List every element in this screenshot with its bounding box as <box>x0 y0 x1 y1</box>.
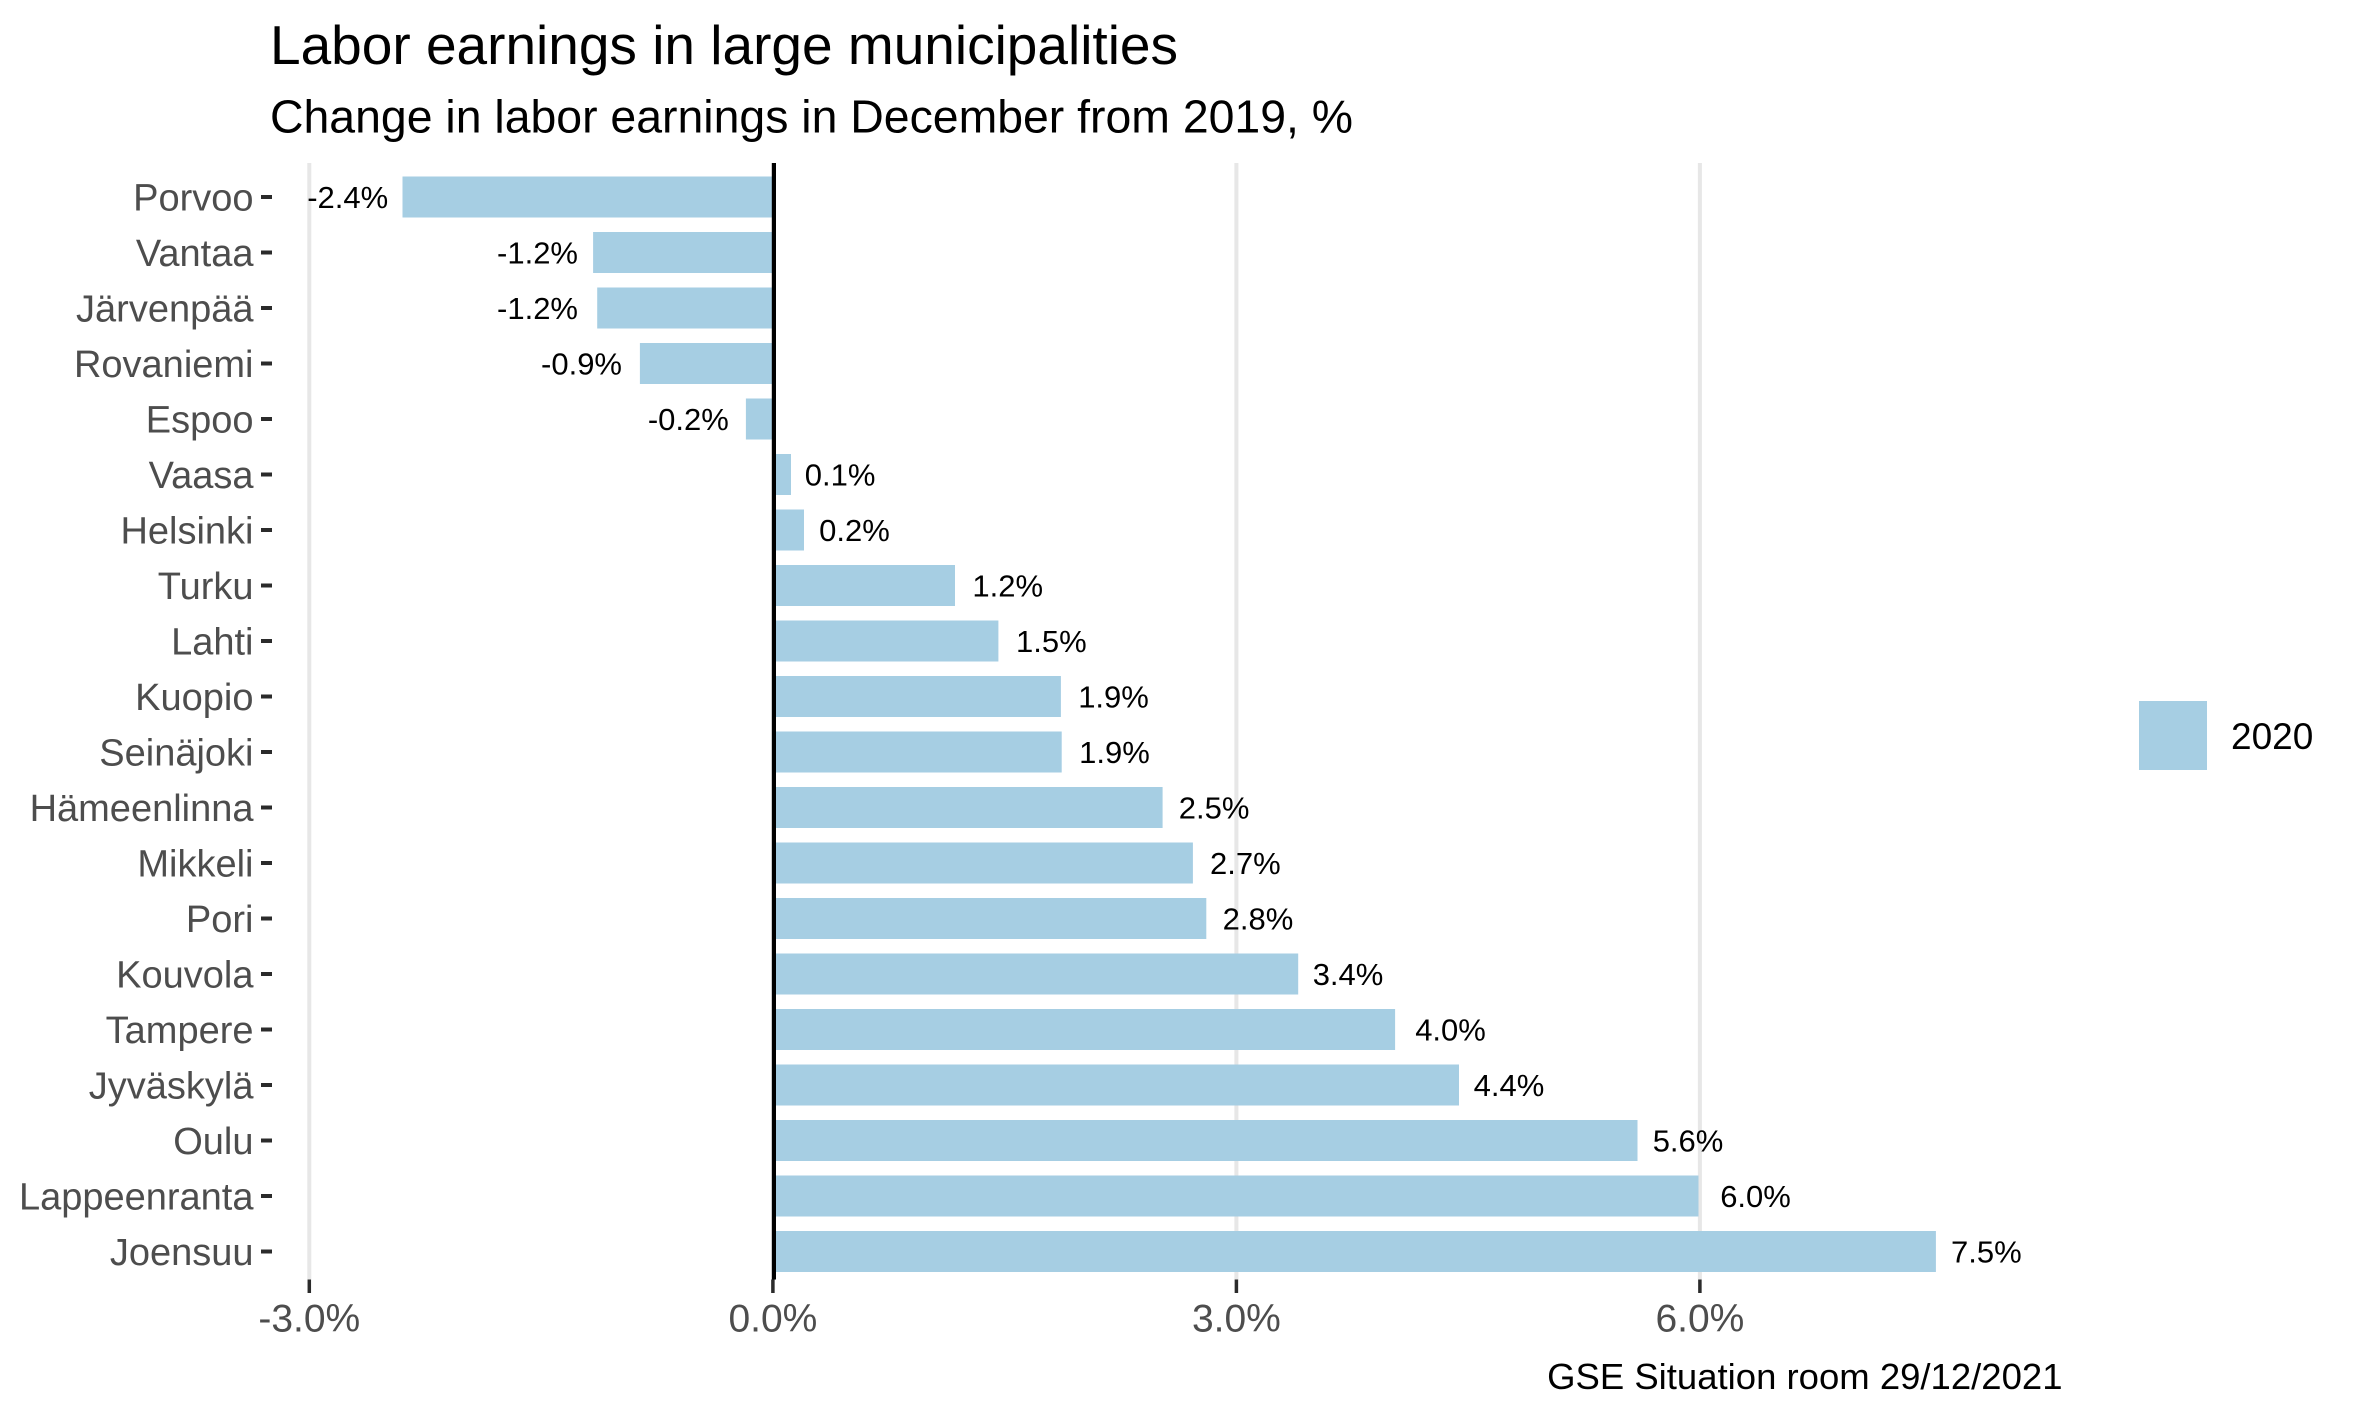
svg-text:Oulu: Oulu <box>173 1121 253 1163</box>
svg-text:5.6%: 5.6% <box>1653 1124 1724 1159</box>
svg-text:3.4%: 3.4% <box>1313 957 1384 992</box>
svg-text:Mikkeli: Mikkeli <box>137 844 253 886</box>
svg-text:Hämeenlinna: Hämeenlinna <box>30 788 255 830</box>
svg-text:Jyväskylä: Jyväskylä <box>89 1066 255 1108</box>
svg-text:Pori: Pori <box>186 899 254 941</box>
svg-text:0.1%: 0.1% <box>805 458 876 493</box>
svg-text:2.5%: 2.5% <box>1179 791 1250 826</box>
svg-text:6.0%: 6.0% <box>1720 1179 1791 1214</box>
svg-text:GSE Situation room 29/12/2021: GSE Situation room 29/12/2021 <box>1547 1356 2062 1397</box>
svg-text:2.7%: 2.7% <box>1210 846 1281 881</box>
svg-text:4.4%: 4.4% <box>1474 1068 1545 1103</box>
svg-text:0.0%: 0.0% <box>728 1298 817 1341</box>
svg-text:Helsinki: Helsinki <box>120 511 253 553</box>
svg-text:Vaasa: Vaasa <box>149 455 255 497</box>
svg-text:-2.4%: -2.4% <box>307 180 388 215</box>
svg-text:Joensuu: Joensuu <box>110 1232 254 1274</box>
svg-text:1.5%: 1.5% <box>1016 624 1087 659</box>
svg-text:-3.0%: -3.0% <box>258 1298 360 1341</box>
svg-text:Turku: Turku <box>158 566 254 608</box>
svg-text:-1.2%: -1.2% <box>497 291 578 326</box>
svg-text:Rovaniemi: Rovaniemi <box>74 344 254 386</box>
svg-text:6.0%: 6.0% <box>1655 1298 1744 1341</box>
svg-text:-0.2%: -0.2% <box>648 402 729 437</box>
svg-text:Espoo: Espoo <box>146 400 254 442</box>
svg-text:1.9%: 1.9% <box>1079 735 1150 770</box>
svg-text:2.8%: 2.8% <box>1223 902 1294 937</box>
svg-text:Porvoo: Porvoo <box>133 178 253 220</box>
svg-text:Labor earnings in large munici: Labor earnings in large municipalities <box>270 14 1178 76</box>
svg-text:Kouvola: Kouvola <box>116 955 254 997</box>
svg-text:Change in labor earnings in De: Change in labor earnings in December fro… <box>270 91 1353 143</box>
svg-text:Vantaa: Vantaa <box>136 233 254 275</box>
svg-text:1.2%: 1.2% <box>972 569 1043 604</box>
svg-text:Kuopio: Kuopio <box>135 677 253 719</box>
svg-text:7.5%: 7.5% <box>1951 1235 2022 1270</box>
svg-text:0.2%: 0.2% <box>819 513 890 548</box>
svg-text:-0.9%: -0.9% <box>541 347 622 382</box>
svg-text:4.0%: 4.0% <box>1415 1013 1486 1048</box>
svg-text:2020: 2020 <box>2231 716 2313 757</box>
svg-text:Lahti: Lahti <box>171 622 253 664</box>
svg-text:Lappeenranta: Lappeenranta <box>19 1177 254 1219</box>
svg-text:Seinäjoki: Seinäjoki <box>99 733 253 775</box>
svg-text:3.0%: 3.0% <box>1192 1298 1281 1341</box>
svg-text:Järvenpää: Järvenpää <box>76 289 254 331</box>
svg-text:-1.2%: -1.2% <box>497 236 578 271</box>
svg-text:1.9%: 1.9% <box>1078 680 1149 715</box>
svg-text:Tampere: Tampere <box>106 1010 254 1052</box>
